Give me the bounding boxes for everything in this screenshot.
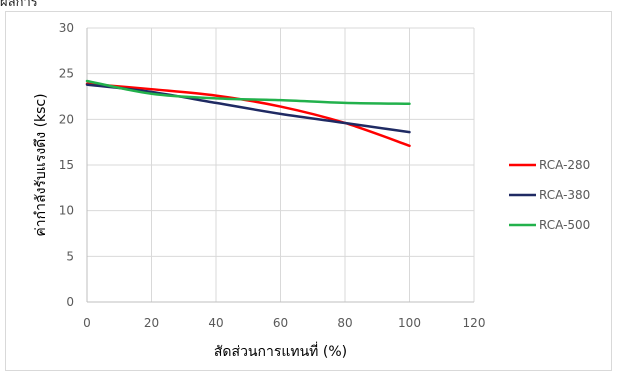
grid-lines <box>87 27 475 302</box>
y-tick-label: 30 <box>59 21 74 35</box>
x-tick-label: 0 <box>83 316 91 330</box>
x-tick-label: 80 <box>337 316 352 330</box>
legend: RCA-280 RCA-380 RCA-500 <box>509 158 590 232</box>
series-line-rca-380 <box>85 83 411 134</box>
cropped-top-text: ผลการ <box>0 0 38 10</box>
y-tick-label: 5 <box>66 249 74 263</box>
series-line-rca-500 <box>85 79 411 106</box>
axes <box>86 28 474 303</box>
y-axis-title: ค่ากำลังรับแรงดึง (ksc) <box>33 93 49 236</box>
series-line-rca-280 <box>85 82 411 148</box>
x-axis-title: สัดส่วนการแทนที่ (%) <box>214 342 347 360</box>
y-tick-label: 0 <box>66 295 74 309</box>
legend-label-rca-380: RCA-380 <box>539 188 590 202</box>
y-tick-label: 20 <box>59 112 74 126</box>
data-series <box>85 79 411 148</box>
x-tick-label: 60 <box>273 316 288 330</box>
x-tick-label: 20 <box>144 316 159 330</box>
tick-labels: 0 5 10 15 20 25 30 0 20 40 60 80 100 120 <box>59 21 486 330</box>
x-tick-label: 120 <box>463 316 486 330</box>
legend-label-rca-280: RCA-280 <box>539 158 590 172</box>
y-tick-label: 10 <box>59 204 74 218</box>
chart-area <box>5 11 612 371</box>
y-tick-label: 25 <box>59 67 74 81</box>
x-tick-label: 100 <box>398 316 421 330</box>
x-tick-label: 40 <box>208 316 223 330</box>
y-tick-label: 15 <box>59 158 74 172</box>
legend-label-rca-500: RCA-500 <box>539 218 590 232</box>
